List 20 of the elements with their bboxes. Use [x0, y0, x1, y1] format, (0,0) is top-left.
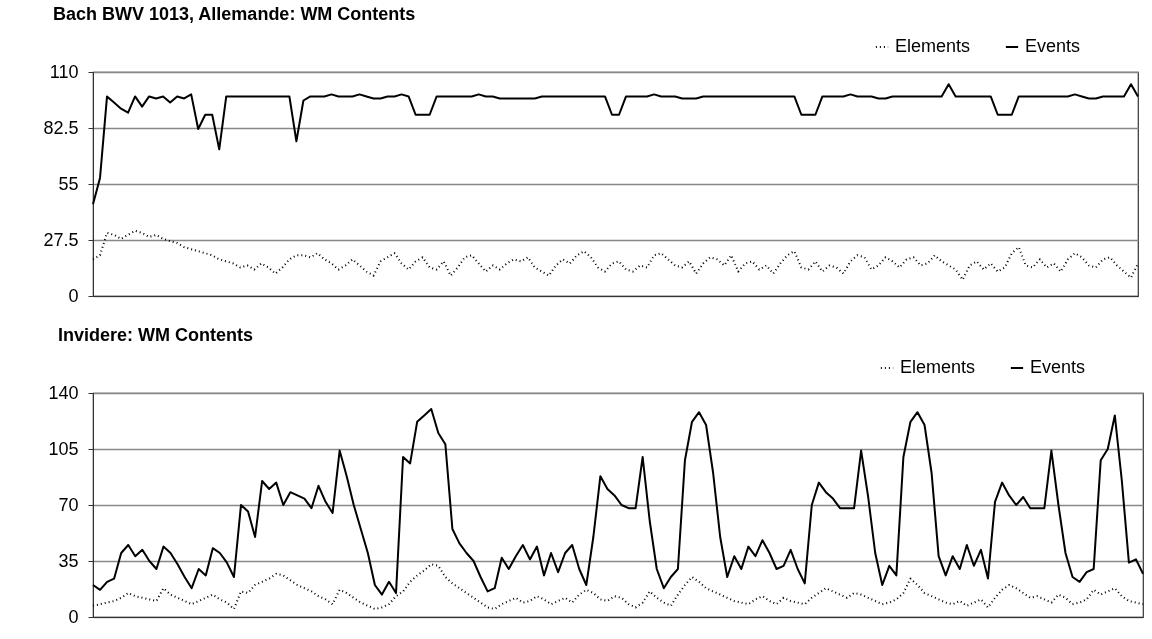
line-series — [92, 83, 1139, 206]
y-tick-label: 70 — [58, 494, 79, 515]
y-tick-label: 55 — [58, 173, 79, 194]
line-series — [92, 563, 1144, 610]
y-tick-label: 110 — [49, 61, 79, 82]
line-series — [92, 408, 1144, 596]
y-tick-label: 105 — [48, 438, 79, 459]
y-tick-label: 35 — [58, 550, 79, 571]
y-tick-label: 0 — [68, 606, 79, 627]
line-series — [92, 229, 1139, 281]
y-tick-label: 27.5 — [43, 229, 79, 250]
legend-label: Events — [1025, 36, 1081, 56]
y-tick-label: 0 — [68, 285, 79, 306]
chart-title: Invidere: WM Contents — [57, 325, 253, 345]
chart-title: Bach BWV 1013, Allemande: WM Contents — [52, 4, 416, 24]
legend-label: Events — [1030, 357, 1086, 377]
legend-label: Elements — [895, 36, 971, 56]
y-tick-label: 82.5 — [43, 117, 79, 138]
legend-label: Elements — [900, 357, 976, 377]
y-tick-label: 140 — [48, 382, 79, 403]
